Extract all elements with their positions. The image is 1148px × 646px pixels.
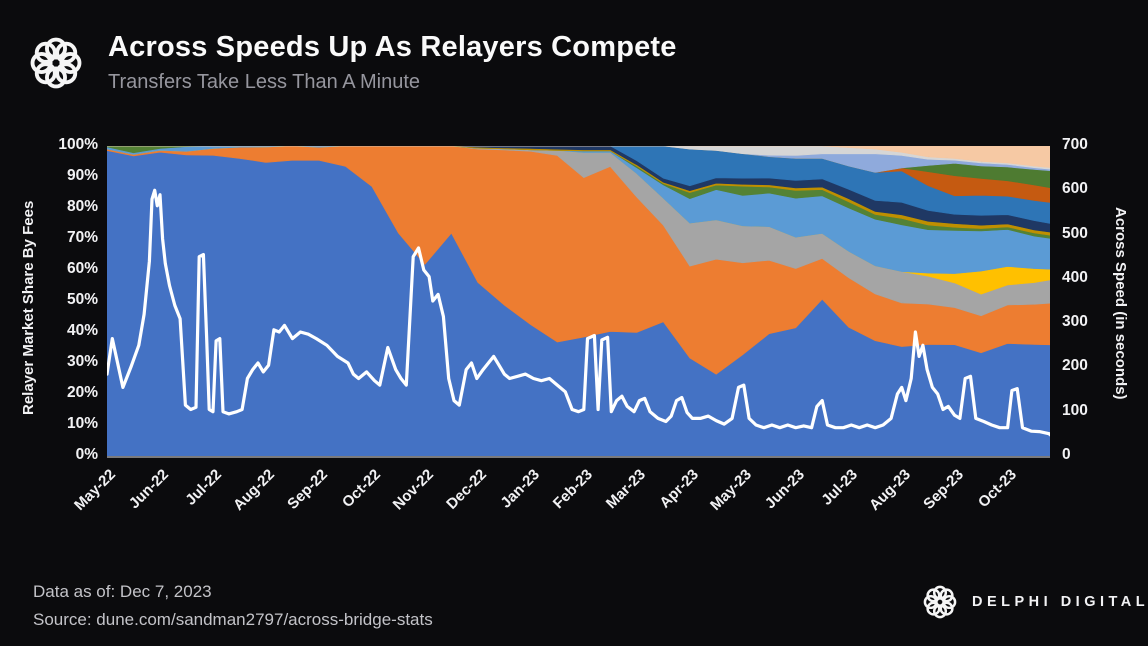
- right-axis-tick: 700: [1062, 136, 1088, 153]
- x-axis-tick: Aug-23: [865, 466, 914, 514]
- knot-ring: [926, 601, 941, 616]
- knot-ring: [932, 585, 948, 600]
- y-axis-tick: 90%: [66, 167, 98, 184]
- x-axis-tick: Nov-22: [389, 466, 437, 514]
- across-knot-icon: [30, 37, 82, 89]
- right-axis-tick: 500: [1062, 224, 1088, 242]
- knot-ring: [55, 62, 78, 85]
- page-subtitle: Transfers Take Less Than A Minute: [108, 70, 421, 93]
- plot-area: [107, 146, 1050, 456]
- x-axis-tick: Apr-23: [656, 466, 702, 512]
- knot-ring: [45, 37, 67, 60]
- y-axis-tick: 80%: [66, 198, 98, 215]
- knot-ring: [59, 51, 82, 74]
- page-title: Across Speeds Up As Relayers Compete: [108, 31, 677, 63]
- knot-ring: [34, 41, 57, 64]
- knot-ring: [932, 604, 948, 619]
- knot-ring: [939, 588, 954, 603]
- right-axis-tick: 600: [1062, 180, 1088, 198]
- y-axis-tick: 50%: [66, 291, 98, 308]
- x-axis-tick: Dec-22: [443, 466, 490, 513]
- source-label[interactable]: Source: dune.com/sandman2797/across-brid…: [33, 610, 433, 630]
- knot-ring: [926, 588, 941, 603]
- x-axis-tick: May-23: [706, 466, 755, 514]
- delphi-knot-icon: [923, 585, 957, 619]
- y-axis-tick: 20%: [66, 384, 98, 401]
- delphi-digital-brand: DELPHI DIGITAL: [922, 584, 1148, 620]
- y-axis-tick: 30%: [66, 353, 98, 370]
- data-as-of-label: Data as of: Dec 7, 2023: [33, 582, 212, 601]
- area-series-2: [107, 146, 1050, 375]
- y-axis-tick: 70%: [66, 229, 98, 246]
- area-series-3: [107, 146, 1050, 317]
- header: Across Speeds Up As Relayers Compete Tra…: [28, 31, 677, 94]
- speed-line: [107, 188, 1050, 437]
- right-axis-tick: 300: [1062, 313, 1088, 331]
- knot-ring: [939, 601, 954, 616]
- header-text: Across Speeds Up As Relayers Compete Tra…: [108, 31, 677, 94]
- knot-ring: [34, 62, 57, 85]
- x-axis-tick: Jul-23: [818, 466, 861, 509]
- right-axis-title: Across Speed (in seconds): [1112, 206, 1129, 400]
- area-series-12: [107, 146, 1050, 173]
- right-axis-tick: 200: [1062, 357, 1088, 375]
- y-axis-tick: 10%: [66, 415, 98, 432]
- y-axis-tick: 100%: [58, 136, 98, 153]
- x-axis-tick: Jun-23: [761, 466, 808, 513]
- area-series-7: [107, 146, 1050, 236]
- x-axis-tick: Jul-22: [182, 466, 225, 509]
- knot-ring: [45, 66, 67, 89]
- x-axis-tick: Sep-22: [284, 466, 331, 513]
- knot-ring: [923, 594, 938, 610]
- x-axis-tick: Sep-23: [919, 466, 967, 513]
- y-axis-tick: 60%: [66, 260, 98, 277]
- x-axis-tick: Jan-23: [497, 466, 543, 512]
- knot-ring: [30, 51, 53, 74]
- y-axis-tick: 0%: [75, 446, 98, 463]
- area-series-9: [107, 146, 1050, 224]
- x-axis-baseline: [107, 456, 1050, 458]
- x-axis-tick: May-22: [71, 466, 120, 514]
- x-axis-tick: Jun-22: [125, 466, 172, 513]
- knot-ring: [942, 594, 957, 610]
- y-axis-tick: 40%: [66, 322, 98, 339]
- right-axis-tick: 400: [1062, 268, 1088, 286]
- area-series-13: [107, 146, 1050, 170]
- x-axis-tick: Oct-23: [974, 466, 1020, 512]
- x-axis-tick: Aug-22: [229, 466, 278, 514]
- area-series-6: [107, 146, 1050, 239]
- x-axis-tick: Mar-23: [602, 466, 649, 513]
- area-series-14: [107, 146, 1050, 168]
- area-series-8: [107, 146, 1050, 233]
- knot-ring: [55, 41, 78, 64]
- right-axis-tick: 100: [1062, 401, 1088, 419]
- x-axis-tick: Oct-22: [338, 466, 384, 512]
- area-series-4: [107, 146, 1050, 295]
- area-series-5: [107, 146, 1050, 274]
- delphi-wordmark: DELPHI DIGITAL: [972, 594, 1148, 610]
- x-axis-tick: Feb-23: [549, 466, 596, 513]
- footer-notes: Data as of: Dec 7, 2023 Source: dune.com…: [33, 578, 433, 634]
- right-axis-tick: 0: [1062, 446, 1071, 463]
